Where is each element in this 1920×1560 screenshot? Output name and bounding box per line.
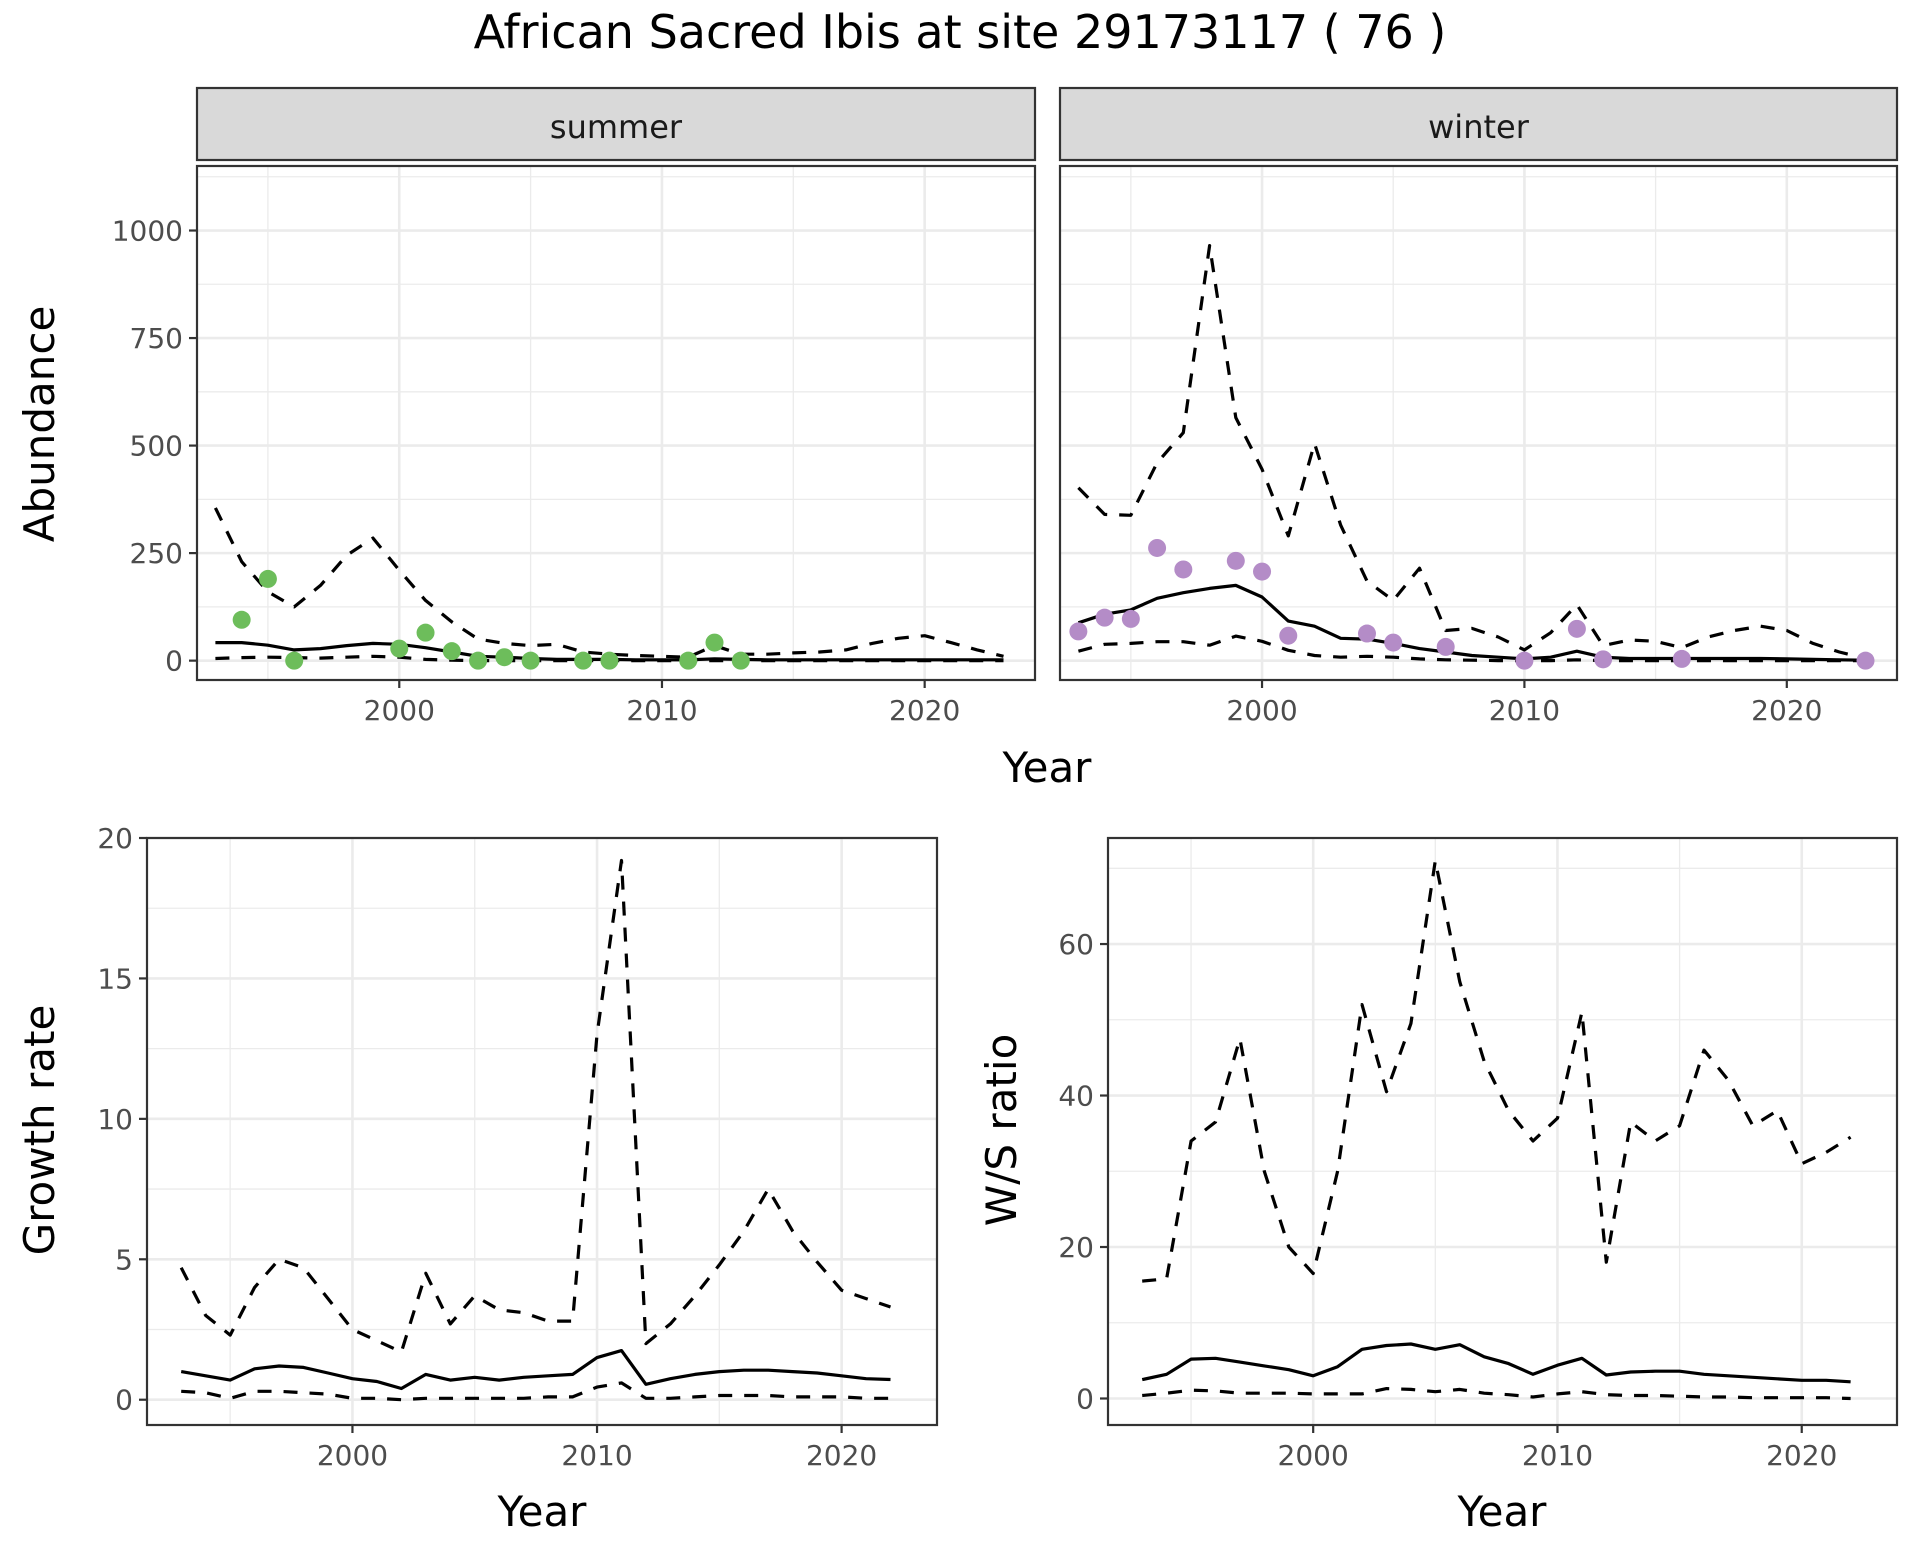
y-tick-label: 15: [97, 962, 133, 995]
growth-y-axis-label: Growth rate: [15, 1005, 64, 1256]
top-x-axis-label: Year: [1002, 743, 1093, 792]
chart-title: African Sacred Ibis at site 29173117 ( 7…: [474, 5, 1447, 59]
observed-point: [1174, 560, 1193, 579]
observed-point: [1384, 633, 1403, 652]
observed-point: [1357, 624, 1376, 643]
observed-point: [521, 651, 540, 670]
x-tick-label: 2020: [889, 694, 960, 727]
y-tick-label: 5: [115, 1243, 133, 1276]
observed-point: [679, 651, 698, 670]
observed-point: [1436, 637, 1455, 656]
facet-label: winter: [1428, 108, 1530, 146]
observed-point: [469, 651, 488, 670]
y-tick-label: 0: [165, 645, 183, 678]
observed-point: [574, 651, 593, 670]
growth-x-axis-label: Year: [497, 1487, 588, 1536]
x-tick-label: 2010: [1489, 694, 1560, 727]
series-line-lower: [1142, 1386, 1851, 1401]
x-tick-label: 2000: [317, 1439, 388, 1472]
observed-point: [232, 610, 251, 629]
observed-point: [258, 569, 277, 588]
panel-border: [195, 164, 1037, 682]
observed-point: [1226, 551, 1245, 570]
facet-strip: [1058, 86, 1899, 162]
observed-point: [1279, 626, 1298, 645]
series-line-estimate: [1077, 583, 1866, 662]
x-tick-label: 2000: [1278, 1439, 1349, 1472]
x-tick-label: 2020: [1751, 694, 1822, 727]
facet-label: summer: [550, 108, 683, 146]
ws-y-axis-label: W/S ratio: [977, 1034, 1026, 1227]
observed-point: [1567, 619, 1586, 638]
y-tick-label: 500: [130, 430, 183, 463]
y-tick-label: 60: [1058, 928, 1094, 961]
observed-point: [1253, 562, 1272, 581]
series-line-estimate: [1141, 1342, 1851, 1384]
series-line-lower: [1077, 634, 1866, 663]
y-tick-label: 20: [1058, 1231, 1094, 1264]
observed-point: [442, 642, 461, 661]
panel-growth: 2000 2010 2020 0 5 10 15 20: [97, 822, 939, 1472]
ws-x-axis-label: Year: [1457, 1487, 1548, 1536]
panel-border: [1058, 164, 1899, 682]
y-tick-label: 1000: [112, 215, 183, 248]
observed-point: [390, 639, 409, 658]
x-tick-label: 2010: [626, 694, 697, 727]
panel-summer: summer 2000 2010 2020 0 250 500 750 1000: [112, 86, 1037, 727]
x-tick-label: 2010: [1522, 1439, 1593, 1472]
y-tick-label: 20: [97, 822, 133, 855]
observed-point: [416, 623, 435, 642]
observed-point: [705, 633, 724, 652]
panel-ws_ratio: 2000 2010 2020 0 20 40 60: [1058, 836, 1899, 1472]
x-tick-label: 2000: [1226, 694, 1297, 727]
observed-point: [495, 648, 514, 667]
y-tick-label: 10: [97, 1103, 133, 1136]
observed-point: [1148, 538, 1167, 557]
series-line-upper: [1142, 859, 1852, 1283]
observed-point: [731, 651, 750, 670]
x-tick-label: 2000: [364, 694, 435, 727]
observed-point: [1095, 608, 1114, 627]
series-line-lower: [181, 1381, 891, 1402]
y-tick-label: 0: [1076, 1382, 1094, 1415]
panel-winter: winter 2000 2010 2020: [1058, 86, 1899, 727]
top-y-axis-label: Abundance: [15, 306, 64, 543]
series-line-upper: [213, 507, 1004, 659]
series-line-upper: [179, 858, 892, 1354]
observed-point: [1069, 622, 1088, 641]
observed-point: [285, 651, 304, 670]
observed-point: [1515, 651, 1534, 670]
observed-point: [1856, 651, 1875, 670]
panel-border: [145, 836, 939, 1427]
x-tick-label: 2010: [561, 1439, 632, 1472]
x-tick-label: 2020: [1766, 1439, 1837, 1472]
observed-point: [600, 651, 619, 670]
observed-point: [1121, 609, 1140, 628]
observed-point: [1672, 649, 1691, 668]
series-line-upper: [1077, 244, 1866, 661]
x-tick-label: 2020: [806, 1439, 877, 1472]
y-tick-label: 40: [1058, 1080, 1094, 1113]
observed-point: [1594, 650, 1613, 669]
panel-border: [1106, 836, 1899, 1427]
y-tick-label: 250: [130, 537, 183, 570]
y-tick-label: 0: [115, 1384, 133, 1417]
facet-strip: [195, 86, 1037, 162]
series-line-estimate: [180, 1348, 891, 1391]
y-tick-label: 750: [130, 322, 183, 355]
